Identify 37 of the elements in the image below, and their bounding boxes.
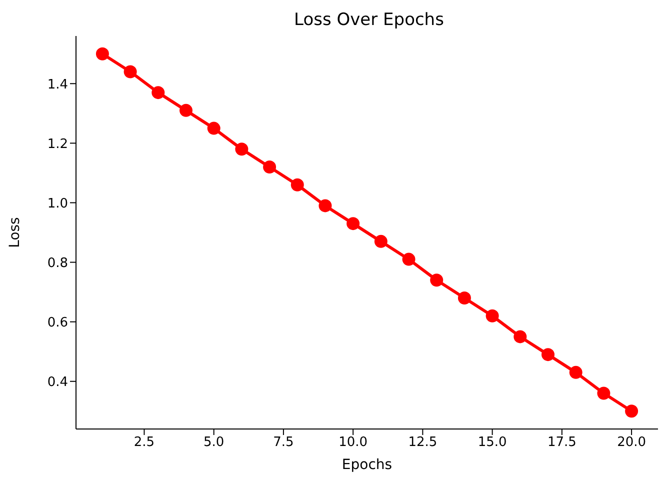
point: [346, 217, 360, 230]
point: [318, 199, 332, 212]
point: [207, 122, 220, 135]
point: [514, 330, 527, 344]
y-tick-label: 1.0: [47, 196, 68, 212]
x-tick-label: 17.5: [547, 435, 576, 450]
point: [374, 234, 388, 248]
x-tick-label: 5.0: [204, 435, 224, 450]
point: [263, 160, 276, 174]
point: [402, 252, 416, 266]
x-tick-label: 20.0: [617, 435, 646, 450]
chart-title: Loss Over Epochs: [293, 9, 445, 32]
point: [152, 86, 165, 100]
y-tick-label: 0.8: [47, 256, 68, 271]
y-tick-label: 0.6: [47, 315, 68, 330]
y-tick-label: 1.4: [47, 77, 68, 92]
x-tick-label: 2.5: [134, 435, 155, 450]
point: [597, 386, 610, 400]
point: [124, 65, 137, 78]
point: [625, 404, 638, 418]
point: [458, 292, 471, 304]
point: [430, 274, 444, 287]
x-tick-label: 7.5: [273, 435, 294, 450]
y-axis-title: Loss: [6, 217, 23, 248]
y-tick-label: 0.4: [47, 374, 68, 390]
x-tick-label: 12.5: [408, 435, 438, 450]
point: [542, 348, 555, 362]
point: [569, 366, 582, 379]
point: [290, 178, 304, 192]
x-axis-title: Epochs: [342, 457, 392, 473]
x-tick-label: 15.0: [478, 435, 507, 450]
x-tick-label: 10.0: [338, 435, 368, 450]
point: [96, 47, 109, 60]
point: [235, 142, 248, 156]
y-tick-label: 1.2: [47, 136, 68, 152]
point: [179, 104, 192, 117]
point: [486, 309, 499, 322]
